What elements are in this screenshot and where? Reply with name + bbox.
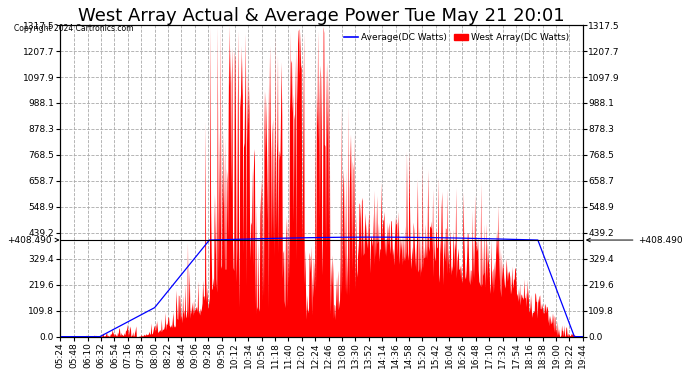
Legend: Average(DC Watts), West Array(DC Watts): Average(DC Watts), West Array(DC Watts) — [340, 30, 573, 46]
Title: West Array Actual & Average Power Tue May 21 20:01: West Array Actual & Average Power Tue Ma… — [78, 7, 564, 25]
Text: Copyright 2024 Cartronics.com: Copyright 2024 Cartronics.com — [14, 24, 133, 33]
Text: +408.490: +408.490 — [7, 236, 59, 244]
Text: +408.490: +408.490 — [586, 236, 683, 244]
